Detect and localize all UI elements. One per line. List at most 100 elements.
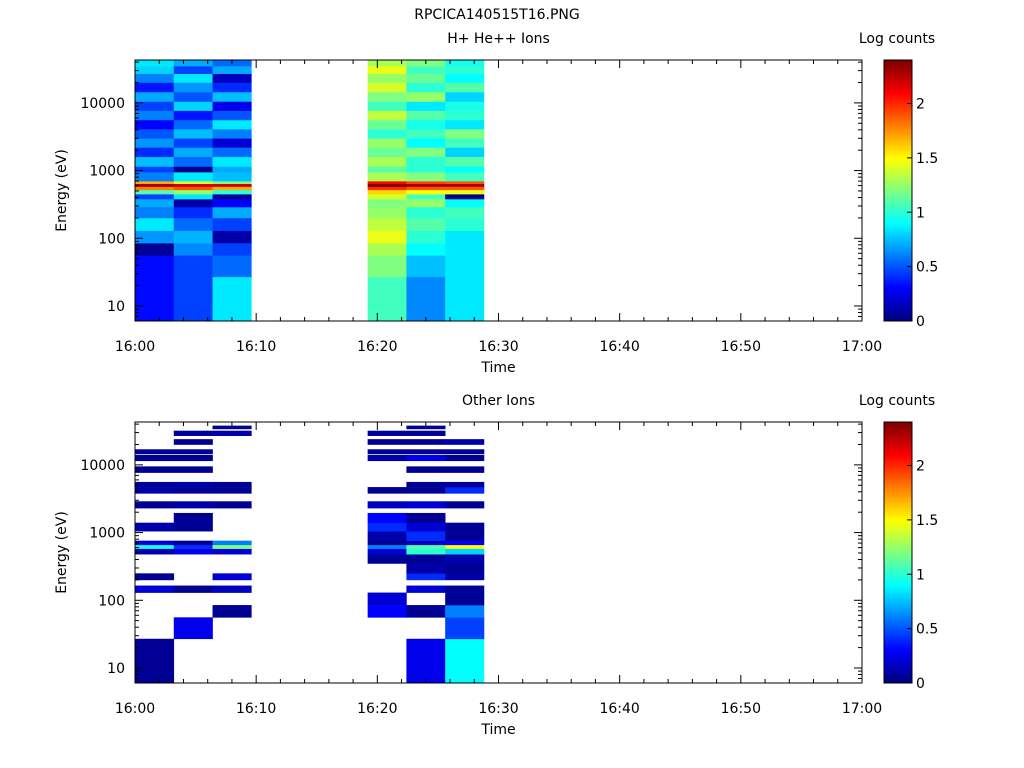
colorbar-step [884, 116, 912, 120]
heatmap-cell [212, 183, 252, 187]
heatmap-cell [367, 206, 407, 219]
heatmap-cell [367, 592, 407, 606]
heatmap-cell [406, 199, 446, 208]
y-axis-label: Energy (eV) [54, 511, 70, 594]
colorbar-step [884, 582, 912, 586]
heatmap-cell [135, 138, 175, 148]
colorbar-step [884, 472, 912, 475]
colorbar-step [884, 175, 912, 178]
colorbar-step [884, 541, 912, 545]
heatmap-cell [445, 110, 485, 121]
colorbar-step [884, 493, 912, 497]
y-tick-label: 100 [98, 231, 125, 247]
heatmap-cell [135, 101, 175, 111]
heatmap-cell [173, 548, 213, 555]
heatmap-cell [445, 129, 485, 139]
heatmap-cell [406, 531, 446, 541]
colorbar-step [884, 515, 912, 519]
heatmap-cell [406, 454, 446, 462]
heatmap-cell [173, 166, 213, 173]
heatmap-cell [445, 544, 485, 549]
colorbar-step [884, 563, 912, 567]
colorbar-step [884, 240, 912, 244]
colorbar-step [884, 318, 912, 322]
colorbar-step [884, 424, 912, 427]
colorbar-step [884, 129, 912, 133]
heatmap-cell [173, 544, 213, 549]
heatmap-cell [445, 206, 485, 219]
heatmap-cell [212, 73, 252, 83]
heatmap-cell [406, 466, 446, 473]
heatmap-cell [445, 573, 485, 581]
colorbar-step [884, 598, 912, 601]
heatmap-cell [135, 73, 175, 83]
colorbar-step [884, 238, 912, 242]
panel-h-he-ions: 16:00 16:10 16:20 16:30 16:40 16:50 17:0010100… [54, 31, 938, 376]
heatmap-cell [212, 199, 252, 208]
colorbar-step [884, 643, 912, 647]
heatmap-cell [173, 540, 213, 546]
colorbar-step [884, 554, 912, 558]
y-tick-label: 1000 [89, 526, 125, 542]
heatmap-cell [212, 540, 252, 546]
colorbar-step [884, 632, 912, 636]
heatmap-cell [406, 512, 446, 523]
heatmap-cell [367, 110, 407, 121]
heatmap-cell [135, 147, 175, 158]
colorbar-step [884, 92, 912, 96]
colorbar-step [884, 522, 912, 525]
heatmap-cell [212, 605, 252, 618]
colorbar-step [884, 120, 912, 124]
heatmap-cell [445, 66, 485, 74]
colorbar-step [884, 624, 912, 627]
heatmap-cell [173, 181, 213, 184]
heatmap-cell [367, 276, 407, 322]
colorbar-step [884, 314, 912, 318]
colorbar-step [884, 253, 912, 257]
heatmap-cell [445, 522, 485, 532]
heatmap-cell [173, 439, 213, 445]
heatmap-cell [445, 199, 485, 208]
colorbar-step [884, 502, 912, 506]
heatmap-cell [406, 147, 446, 158]
heatmap-cell [445, 487, 485, 494]
x-tick-label: 16:00 [115, 339, 155, 355]
colorbar-step [884, 430, 912, 434]
heatmap-cell [406, 243, 446, 256]
heatmap-cell [135, 181, 175, 184]
heatmap-cell [445, 189, 485, 195]
colorbar-step [884, 467, 912, 471]
heatmap-cell [135, 255, 175, 278]
colorbar-step [884, 284, 912, 287]
heatmap-cell [367, 454, 407, 462]
heatmap-cell [135, 585, 175, 593]
heatmap-cell [135, 449, 175, 455]
heatmap-cell [406, 82, 446, 93]
heatmap-cell [367, 243, 407, 256]
heatmap-cell [445, 101, 485, 111]
colorbar-step [884, 247, 912, 250]
colorbar-step [884, 535, 912, 538]
colorbar-step [884, 650, 912, 654]
colorbar-tick-label: 2 [916, 97, 925, 113]
heatmap-cell [212, 585, 252, 593]
heatmap-cell [173, 449, 213, 455]
colorbar-step [884, 281, 912, 285]
colorbar-step [884, 88, 912, 91]
heatmap-cell [406, 544, 446, 549]
colorbar-step [884, 600, 912, 604]
heatmap-cell [173, 147, 213, 158]
colorbar-step [884, 149, 912, 152]
heatmap-cell [445, 481, 485, 488]
colorbar-step [884, 437, 912, 440]
colorbar-step [884, 81, 912, 85]
colorbar-step [884, 663, 912, 667]
x-tick-label: 16:50 [721, 701, 761, 717]
heatmap-cell [445, 454, 485, 462]
heatmap-cell [173, 454, 213, 462]
colorbar-step [884, 275, 912, 278]
colorbar-step [884, 270, 912, 274]
heatmap-cell [406, 91, 446, 102]
colorbar-step [884, 64, 912, 68]
